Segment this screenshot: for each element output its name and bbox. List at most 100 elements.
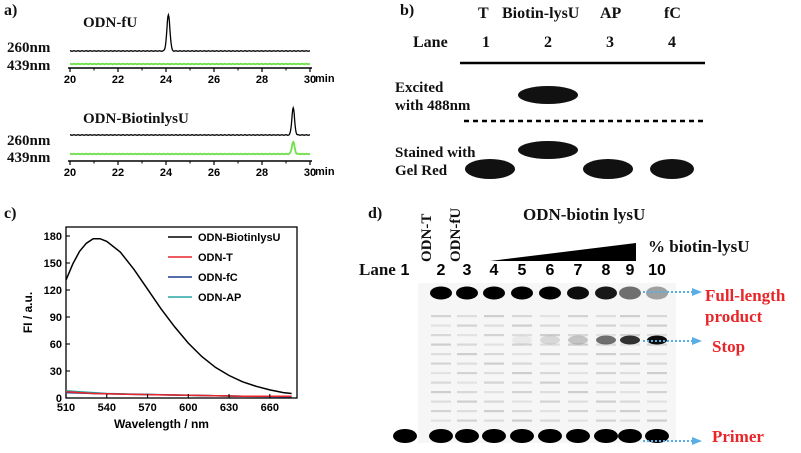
lane-num-1: 1 <box>482 34 490 51</box>
ladder-band <box>540 362 560 365</box>
primer-band <box>482 429 506 443</box>
panel-a-label: a) <box>4 2 18 19</box>
ladder-band <box>540 391 560 394</box>
emission-spectrum-chart: 510 540 570 600 630 660 0 30 60 90 120 150 180 Wavele… <box>21 226 298 431</box>
ladder-band <box>596 324 616 327</box>
ladder-band <box>484 362 504 365</box>
gel-band-stained-lane3 <box>583 159 633 179</box>
x-tick-label: 600 <box>179 402 197 414</box>
ladder-band <box>568 391 588 394</box>
ladder-band <box>540 419 560 422</box>
ladder-band <box>568 343 588 346</box>
ladder-band <box>431 343 451 346</box>
full-length-band <box>567 286 589 300</box>
tick-label: 28 <box>256 74 268 86</box>
lane-number: 9 <box>626 262 635 279</box>
y-tick-label: 150 <box>44 258 62 270</box>
ladder-band <box>431 372 451 375</box>
lane-number: 8 <box>602 262 611 279</box>
ladder-band <box>647 343 667 346</box>
ladder-band <box>620 362 640 365</box>
ladder-band <box>596 315 616 318</box>
ladder-band <box>540 324 560 327</box>
ladder-band <box>620 343 640 346</box>
ladder-band <box>647 391 667 394</box>
legend-entry: ODN-T <box>198 252 233 264</box>
primer-band <box>510 429 534 443</box>
ladder-band <box>620 410 640 413</box>
tick-label: 20 <box>64 167 76 179</box>
full-length-band <box>619 286 641 300</box>
ladder-band <box>620 419 640 422</box>
upper-x-ticks: 20 22 24 26 28 30 <box>64 68 316 86</box>
legend-entry: ODN-fC <box>198 272 238 284</box>
ladder-band <box>540 410 560 413</box>
primer-band <box>429 429 453 443</box>
stop-label: Stop <box>712 337 746 356</box>
primer-band <box>455 429 479 443</box>
ladder-band <box>620 372 640 375</box>
chromatograms: 20 22 24 26 28 30 min 20 22 24 26 28 30 min <box>64 12 335 179</box>
ladder-band <box>596 410 616 413</box>
ladder-band <box>457 400 477 403</box>
ladder-band <box>568 353 588 356</box>
tick-label: 24 <box>160 74 173 86</box>
ladder-band <box>431 381 451 384</box>
full-length-band <box>430 286 452 300</box>
primer-arrow-head <box>692 437 702 445</box>
ladder-band <box>620 334 640 337</box>
ladder-band <box>512 391 532 394</box>
y-tick-label: 90 <box>50 312 62 324</box>
full-length-band <box>511 286 533 300</box>
ladder-band <box>647 315 667 318</box>
ladder-band <box>512 372 532 375</box>
ladder-band <box>647 419 667 422</box>
ladder-band <box>431 419 451 422</box>
ladder-band <box>457 324 477 327</box>
stop-band <box>568 335 588 345</box>
primer-band <box>566 429 590 443</box>
ladder-band <box>457 334 477 337</box>
tick-label: 22 <box>112 167 124 179</box>
panel-d-label: d) <box>368 205 383 222</box>
gel-band-stained-lane4 <box>650 159 694 179</box>
ladder-band <box>540 343 560 346</box>
ladder-band <box>484 315 504 318</box>
gel-band-stained-lane1 <box>465 159 515 179</box>
ladder-band <box>512 324 532 327</box>
ladder-band <box>620 400 640 403</box>
lane-num-4: 4 <box>668 34 676 51</box>
ladder-band <box>647 400 667 403</box>
full-length-label: Full-length product <box>705 286 786 326</box>
y-tick-label: 120 <box>44 285 62 297</box>
lane-number: 1 <box>401 262 410 279</box>
ladder-band <box>431 410 451 413</box>
ladder-band <box>484 410 504 413</box>
plot-frame <box>65 226 298 399</box>
ladder-band <box>647 353 667 356</box>
lower-260nm-label: 260nm <box>7 133 51 149</box>
primer-band <box>538 429 562 443</box>
primer-band <box>618 429 642 443</box>
ladder-band <box>512 315 532 318</box>
lane-number: 10 <box>648 262 666 279</box>
ladder-band <box>431 324 451 327</box>
full-length-band <box>595 286 617 300</box>
tick-label: 22 <box>112 74 124 86</box>
ladder-band <box>620 315 640 318</box>
upper-x-unit: min <box>315 73 335 85</box>
ladder-band <box>596 419 616 422</box>
upper-260nm-trace <box>70 12 311 52</box>
legend-entry: ODN-BiotinlysU <box>198 232 281 244</box>
lower-439nm-trace <box>70 140 311 156</box>
gel-lane-header: Lane <box>413 34 448 51</box>
ladder-band <box>431 391 451 394</box>
ladder-band <box>540 372 560 375</box>
ladder-band <box>484 334 504 337</box>
ladder-band <box>596 343 616 346</box>
ladder-band <box>484 400 504 403</box>
ladder-band <box>457 381 477 384</box>
ladder-band <box>512 362 532 365</box>
lane-num-3: 3 <box>606 34 614 51</box>
y-tick-label: 0 <box>56 393 62 405</box>
